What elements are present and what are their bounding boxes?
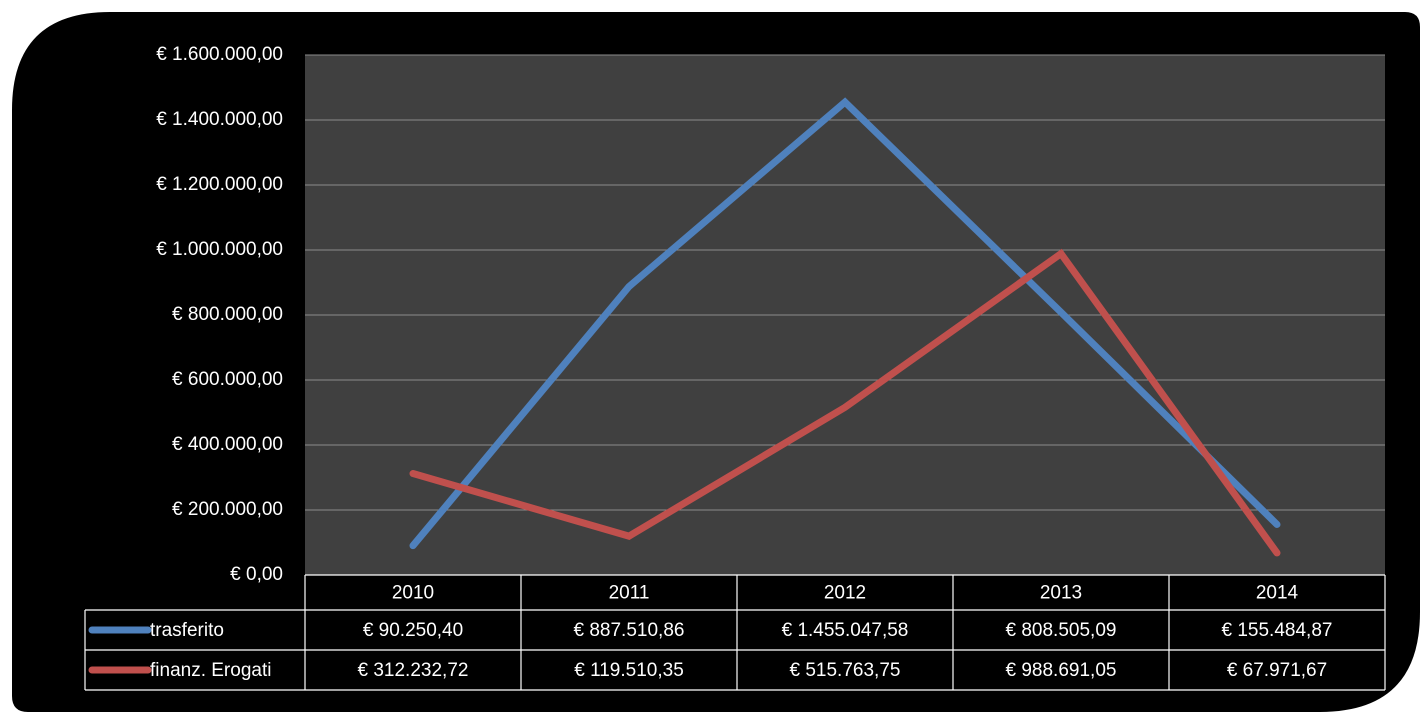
table-value: € 90.250,40 [363,620,463,641]
y-tick-label: € 1.400.000,00 [156,109,283,130]
x-tick-label: 2014 [1256,583,1299,604]
x-tick-label: 2012 [824,583,866,604]
table-value: € 1.455.047,58 [782,620,909,641]
y-tick-label: € 1.600.000,00 [156,44,283,65]
y-tick-label: € 600.000,00 [172,369,283,390]
y-tick-label: € 800.000,00 [172,304,283,325]
table-value: € 155.484,87 [1222,620,1333,641]
series-line [409,97,1281,550]
y-tick-label: € 0,00 [230,564,283,585]
y-tick-label: € 1.200.000,00 [156,174,283,195]
y-tick-label: € 1.000.000,00 [156,239,283,260]
table-value: € 887.510,86 [574,620,685,641]
legend-label: trasferito [150,620,224,641]
table-value: € 988.691,05 [1006,660,1117,681]
x-tick-label: 2011 [609,583,650,604]
table-value: € 515.763,75 [790,660,901,681]
table-value: € 67.971,67 [1227,660,1327,681]
table-value: € 808.505,09 [1006,620,1117,641]
x-tick-label: 2013 [1040,583,1082,604]
y-tick-label: € 200.000,00 [172,499,283,520]
x-tick-label: 2010 [392,583,434,604]
legend-label: finanz. Erogati [150,660,271,681]
table-value: € 119.510,35 [574,660,684,681]
y-tick-label: € 400.000,00 [172,434,283,455]
table-value: € 312.232,72 [358,660,469,681]
series-line [409,248,1281,557]
